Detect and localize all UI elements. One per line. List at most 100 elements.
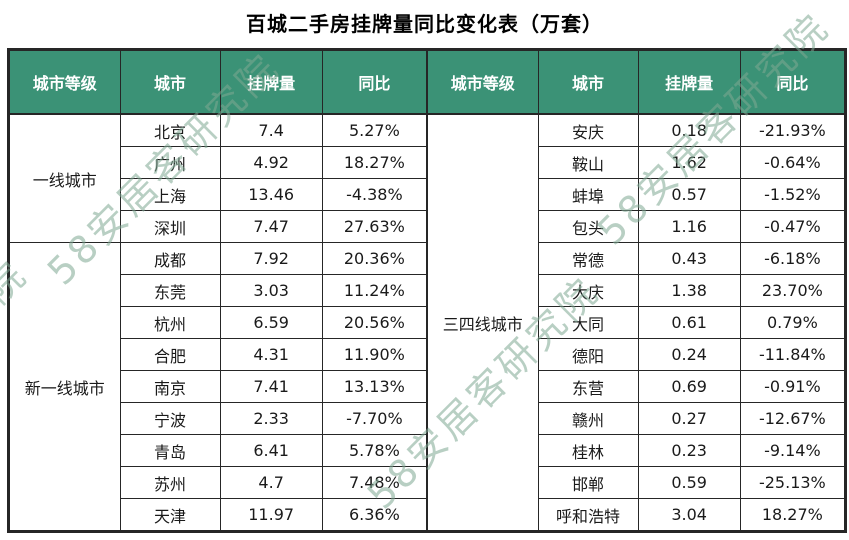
yoy-cell: 13.13% [321,370,428,403]
yoy-cell: 0.79% [739,306,846,339]
yoy-cell: 11.90% [321,338,428,371]
volume-cell: 4.92 [219,146,323,179]
volume-cell: 1.38 [637,274,741,307]
city-cell: 合肥 [119,338,221,371]
city-cell: 安庆 [537,113,639,147]
column-header-tier: 城市等级 [9,50,121,115]
table-row: 德阳 0.24 -11.84% [428,338,846,371]
yoy-cell: -1.52% [739,178,846,211]
table-row: 合肥 4.31 11.90% [10,338,428,371]
volume-cell: 6.41 [219,434,323,467]
header-row: 城市等级 城市 挂牌量 同比 [427,50,846,115]
column-header-city: 城市 [119,50,221,115]
yoy-cell: -25.13% [739,466,846,499]
city-cell: 呼和浩特 [537,498,639,531]
listing-table-right: 城市等级 城市 挂牌量 同比 三四线城市 安庆 0.18 -21.93% 鞍山 1.62-… [427,50,846,531]
yoy-cell: -9.14% [739,434,846,467]
volume-cell: 0.59 [637,466,741,499]
yoy-cell: -0.91% [739,370,846,403]
table-row: 杭州 6.59 20.56% [10,306,428,339]
table-row: 大庆 1.38 23.70% [428,274,846,307]
city-cell: 赣州 [537,402,639,435]
city-cell: 广州 [119,146,221,179]
city-cell: 东莞 [119,274,221,307]
table-row: 呼和浩特 3.04 18.27% [428,498,846,531]
volume-cell: 7.41 [219,370,323,403]
city-cell: 大庆 [537,274,639,307]
yoy-cell: 7.48% [321,466,428,499]
city-cell: 东营 [537,370,639,403]
table-row: 上海 13.46 -4.38% [10,178,428,211]
table-row: 邯郸 0.59 -25.13% [428,466,846,499]
city-cell: 常德 [537,242,639,275]
city-cell: 天津 [119,498,221,531]
city-cell: 北京 [119,113,221,147]
volume-cell: 3.03 [219,274,323,307]
table-row: 东营 0.69 -0.91% [428,370,846,403]
column-header-city: 城市 [537,50,639,115]
volume-cell: 0.24 [637,338,741,371]
volume-cell: 4.31 [219,338,323,371]
volume-cell: 4.7 [219,466,323,499]
listing-tables: 城市等级 城市 挂牌量 同比 一线城市 北京 7.4 5.27% 广州 4.92 18.27… [7,48,847,533]
volume-cell: 1.62 [637,146,741,179]
city-cell: 宁波 [119,402,221,435]
volume-cell: 0.43 [637,242,741,275]
table-row: 南京 7.41 13.13% [10,370,428,403]
yoy-cell: -4.38% [321,178,428,211]
volume-cell: 0.18 [637,113,741,147]
tier-cell: 三四线城市 [427,113,539,531]
city-cell: 蚌埠 [537,178,639,211]
table-row: 常德 0.43 -6.18% [428,242,846,275]
yoy-cell: 23.70% [739,274,846,307]
tier-cell: 新一线城市 [9,242,121,531]
yoy-cell: -0.47% [739,210,846,243]
city-cell: 德阳 [537,338,639,371]
column-header-yoy: 同比 [321,50,428,115]
yoy-cell: 18.27% [739,498,846,531]
volume-cell: 7.4 [219,113,323,147]
table-row: 广州 4.92 18.27% [10,146,428,179]
volume-cell: 0.27 [637,402,741,435]
table-row: 三四线城市 安庆 0.18 -21.93% [427,113,846,531]
yoy-cell: -21.93% [739,113,846,147]
volume-cell: 0.61 [637,306,741,339]
volume-cell: 0.57 [637,178,741,211]
table-row: 新一线城市 成都 7.92 20.36% [9,242,428,531]
yoy-cell: 11.24% [321,274,428,307]
column-header-volume: 挂牌量 [219,50,323,115]
volume-cell: 2.33 [219,402,323,435]
city-cell: 包头 [537,210,639,243]
listing-table-left: 城市等级 城市 挂牌量 同比 一线城市 北京 7.4 5.27% 广州 4.92 18.27… [9,50,428,531]
volume-cell: 0.69 [637,370,741,403]
table-row: 青岛 6.41 5.78% [10,434,428,467]
volume-cell: 3.04 [637,498,741,531]
yoy-cell: 18.27% [321,146,428,179]
header-row: 城市等级 城市 挂牌量 同比 [9,50,428,115]
volume-cell: 7.47 [219,210,323,243]
page-title: 百城二手房挂牌量同比变化表（万套） [246,12,603,36]
volume-cell: 11.97 [219,498,323,531]
yoy-cell: 20.36% [321,242,428,275]
volume-cell: 13.46 [219,178,323,211]
table-row: 天津 11.97 6.36% [10,498,428,531]
column-header-yoy: 同比 [739,50,846,115]
yoy-cell: -12.67% [739,402,846,435]
volume-cell: 6.59 [219,306,323,339]
table-row: 宁波 2.33 -7.70% [10,402,428,435]
city-cell: 南京 [119,370,221,403]
city-cell: 鞍山 [537,146,639,179]
yoy-cell: -6.18% [739,242,846,275]
table-row: 大同 0.61 0.79% [428,306,846,339]
city-cell: 深圳 [119,210,221,243]
city-cell: 成都 [119,242,221,275]
city-cell: 邯郸 [537,466,639,499]
city-cell: 苏州 [119,466,221,499]
tier-cell: 一线城市 [9,113,121,243]
yoy-cell: 27.63% [321,210,428,243]
yoy-cell: 6.36% [321,498,428,531]
city-cell: 大同 [537,306,639,339]
column-header-volume: 挂牌量 [637,50,741,115]
city-cell: 上海 [119,178,221,211]
table-row: 苏州 4.7 7.48% [10,466,428,499]
